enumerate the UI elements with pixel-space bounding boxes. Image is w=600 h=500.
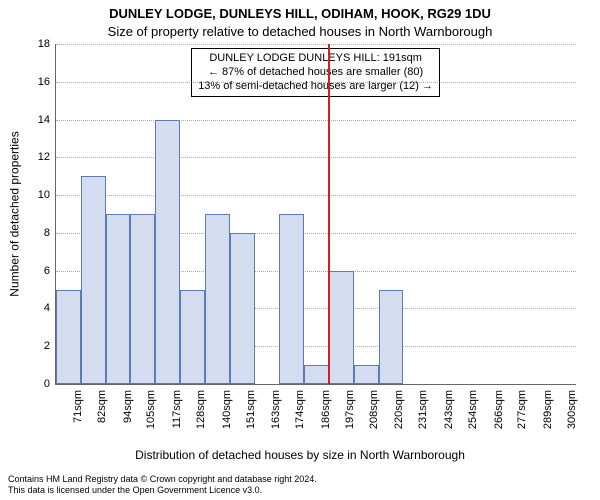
gridline xyxy=(56,82,576,83)
y-tick-label: 0 xyxy=(26,378,56,390)
gridline xyxy=(56,195,576,196)
y-tick-label: 12 xyxy=(26,151,56,163)
y-tick-label: 8 xyxy=(26,227,56,239)
x-tick-label: 254sqm xyxy=(464,384,479,429)
title-line-1: DUNLEY LODGE, DUNLEYS HILL, ODIHAM, HOOK… xyxy=(0,6,600,21)
x-tick-label: 71sqm xyxy=(69,384,84,423)
title-line-2: Size of property relative to detached ho… xyxy=(0,24,600,39)
y-tick-label: 18 xyxy=(26,38,56,50)
footer-line2: This data is licensed under the Open Gov… xyxy=(8,485,317,496)
histogram-bar xyxy=(379,290,404,384)
histogram-bar xyxy=(56,290,81,384)
x-tick-label: 140sqm xyxy=(218,384,233,429)
x-tick-label: 243sqm xyxy=(440,384,455,429)
x-tick-label: 151sqm xyxy=(242,384,257,429)
x-tick-label: 300sqm xyxy=(563,384,578,429)
y-tick-label: 4 xyxy=(26,302,56,314)
footer-line1: Contains HM Land Registry data © Crown c… xyxy=(8,474,317,485)
x-tick-label: 174sqm xyxy=(291,384,306,429)
gridline xyxy=(56,157,576,158)
y-tick-label: 16 xyxy=(26,76,56,88)
x-tick-label: 266sqm xyxy=(490,384,505,429)
x-axis-label: Distribution of detached houses by size … xyxy=(0,448,600,462)
plot-area: DUNLEY LODGE DUNLEYS HILL: 191sqm ← 87% … xyxy=(55,44,576,385)
x-tick-label: 94sqm xyxy=(119,384,134,423)
histogram-bar xyxy=(130,214,155,384)
x-tick-label: 220sqm xyxy=(390,384,405,429)
chart-container: DUNLEY LODGE, DUNLEYS HILL, ODIHAM, HOOK… xyxy=(0,0,600,500)
histogram-bar xyxy=(205,214,230,384)
histogram-bar xyxy=(329,271,354,384)
x-tick-label: 82sqm xyxy=(93,384,108,423)
histogram-bar xyxy=(354,365,379,384)
y-tick-label: 10 xyxy=(26,189,56,201)
reference-marker xyxy=(328,44,330,384)
x-tick-label: 208sqm xyxy=(365,384,380,429)
histogram-bar xyxy=(304,365,329,384)
y-axis-label: Number of detached properties xyxy=(8,44,22,384)
x-tick-label: 163sqm xyxy=(267,384,282,429)
gridline xyxy=(56,44,576,45)
histogram-bar xyxy=(81,176,106,384)
histogram-bar xyxy=(106,214,131,384)
x-tick-label: 231sqm xyxy=(414,384,429,429)
footer-credits: Contains HM Land Registry data © Crown c… xyxy=(8,474,317,496)
info-line2: ← 87% of detached houses are smaller (80… xyxy=(198,66,433,80)
info-box: DUNLEY LODGE DUNLEYS HILL: 191sqm ← 87% … xyxy=(191,48,440,97)
histogram-bar xyxy=(230,233,255,384)
x-tick-label: 186sqm xyxy=(317,384,332,429)
histogram-bar xyxy=(279,214,304,384)
y-tick-label: 14 xyxy=(26,114,56,126)
gridline xyxy=(56,120,576,121)
y-tick-label: 2 xyxy=(26,340,56,352)
y-tick-label: 6 xyxy=(26,265,56,277)
x-tick-label: 277sqm xyxy=(513,384,528,429)
x-tick-label: 289sqm xyxy=(539,384,554,429)
x-tick-label: 117sqm xyxy=(168,384,183,428)
histogram-bar xyxy=(155,120,180,384)
histogram-bar xyxy=(180,290,205,384)
x-tick-label: 105sqm xyxy=(142,384,157,429)
x-tick-label: 197sqm xyxy=(341,384,356,429)
info-line1: DUNLEY LODGE DUNLEYS HILL: 191sqm xyxy=(198,52,433,66)
x-tick-label: 128sqm xyxy=(192,384,207,429)
